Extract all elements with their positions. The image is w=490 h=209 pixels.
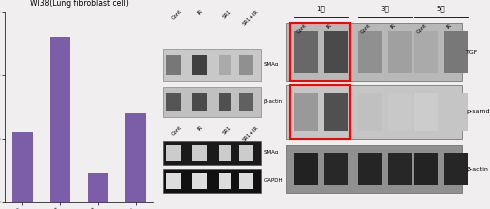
Text: IR: IR [390,23,397,30]
Bar [166,55,180,75]
Title: WI38(Lung fibroblast cell): WI38(Lung fibroblast cell) [29,0,128,8]
Text: SMAα: SMAα [264,150,279,155]
Bar [294,93,318,131]
Text: Cont: Cont [416,23,428,35]
Bar [286,145,462,193]
Text: β-actin: β-actin [466,167,488,172]
Text: Cont: Cont [296,23,308,35]
Bar [166,173,180,189]
Text: 1일: 1일 [317,5,325,12]
Bar [163,87,261,117]
Bar [219,145,231,161]
Text: p-samd3: p-samd3 [466,110,490,115]
Bar [192,173,207,189]
Bar [414,93,438,131]
Text: SR1: SR1 [222,125,233,136]
Bar [219,55,231,75]
Bar [358,31,382,73]
Text: β-actin: β-actin [264,99,283,104]
Bar [125,113,147,202]
Text: 3일: 3일 [381,5,390,12]
Bar [219,173,231,189]
Bar [414,153,438,185]
Bar [388,153,412,185]
Bar [239,93,253,111]
Text: IR: IR [196,125,203,132]
Bar [388,31,412,73]
Bar [444,93,468,131]
Bar [358,93,382,131]
Text: Cont: Cont [171,125,183,137]
Text: GAPDH: GAPDH [264,178,283,184]
Bar [324,153,348,185]
Bar [444,153,468,185]
Bar [166,93,180,111]
Text: TGF: TGF [466,50,478,55]
Bar [358,153,382,185]
Bar [12,132,32,202]
Bar [163,169,261,193]
Bar [219,93,231,111]
Bar [239,173,253,189]
Bar [239,55,253,75]
Bar [192,93,207,111]
Bar [290,23,350,81]
Text: IR: IR [446,23,453,30]
Bar [294,31,318,73]
Text: Cont: Cont [360,23,372,35]
Bar [286,85,462,139]
Bar [239,145,253,161]
Text: SR1+IR: SR1+IR [242,9,260,27]
Bar [414,31,438,73]
Bar [444,31,468,73]
Bar [192,145,207,161]
Bar [163,49,261,81]
Bar [388,93,412,131]
Text: SMAα: SMAα [264,62,279,68]
Bar [324,93,348,131]
Bar [166,145,180,161]
Bar [294,153,318,185]
Text: SR1+IR: SR1+IR [242,125,260,143]
Bar [88,173,108,202]
Text: 5일: 5일 [437,5,445,12]
Text: IR: IR [326,23,333,30]
Bar [163,141,261,165]
Bar [286,23,462,81]
Bar [324,31,348,73]
Bar [49,37,71,202]
Text: Cont: Cont [171,9,183,21]
Text: IR: IR [196,9,203,16]
Bar [290,85,350,139]
Bar [192,55,207,75]
Text: SR1: SR1 [222,9,233,20]
